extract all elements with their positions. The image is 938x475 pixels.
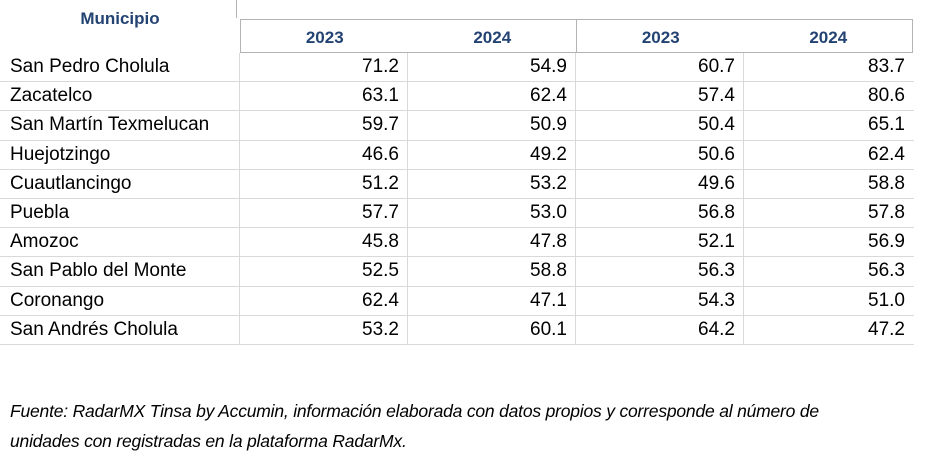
source-note-line-2: unidades con registradas en la plataform… — [10, 431, 407, 451]
municipio-column-header: Municipio — [80, 9, 160, 28]
column-header-2024-second: 2024 — [809, 28, 848, 47]
municipality-cell: San Pedro Cholula — [0, 53, 240, 82]
municipality-cell: San Andrés Cholula — [0, 315, 240, 344]
value-cell: 47.2 — [868, 318, 905, 340]
table-body: San Pedro Cholula 71.2 54.9 60.7 83.7 Zacatel… — [0, 53, 914, 345]
table-row: Cuautlancingo 51.2 53.2 49.6 58.8 — [0, 169, 914, 199]
value-cell: 56.3 — [868, 260, 905, 282]
value-cell: 60.7 — [576, 53, 744, 82]
value-cell: 52.5 — [240, 257, 408, 286]
value-cell: 71.2 — [240, 53, 408, 82]
value-cell: 58.8 — [408, 257, 576, 286]
value-cell: 50.6 — [576, 140, 744, 169]
municipality-cell: Huejotzingo — [0, 140, 240, 169]
value-cell: 45.8 — [240, 228, 408, 257]
value-cell: 80.6 — [868, 85, 905, 107]
value-cell: 57.7 — [240, 198, 408, 228]
column-header-2024-first: 2024 — [473, 28, 512, 47]
value-cell: 57.8 — [868, 202, 905, 224]
value-cell: 64.2 — [576, 315, 744, 344]
value-cell: 57.4 — [576, 82, 744, 111]
value-cell: 62.4 — [868, 143, 905, 165]
value-cell: 53.2 — [408, 169, 576, 198]
source-note: Fuente: RadarMX Tinsa by Accumin, inform… — [10, 396, 890, 456]
value-cell: 53.0 — [408, 198, 576, 228]
value-cell: 49.2 — [408, 140, 576, 169]
source-note-line-1: Fuente: RadarMX Tinsa by Accumin, inform… — [10, 401, 819, 421]
value-cell: 52.1 — [576, 228, 744, 257]
value-cell: 62.4 — [408, 82, 576, 111]
table-row: San Martín Texmelucan 59.7 50.9 50.4 65.1 — [0, 111, 914, 141]
value-cell: 50.9 — [408, 111, 576, 140]
value-cell: 53.2 — [240, 315, 408, 344]
table-row: San Andrés Cholula 53.2 60.1 64.2 47.2 — [0, 315, 914, 345]
value-cell: 50.4 — [576, 111, 744, 140]
value-cell: 46.6 — [240, 140, 408, 169]
year-header-row: 2023 2024 2023 2024 — [240, 19, 913, 53]
municipality-cell: San Martín Texmelucan — [0, 111, 240, 140]
table-row: Coronango 62.4 47.1 54.3 51.0 — [0, 286, 914, 316]
value-cell: 60.1 — [408, 315, 576, 344]
value-cell: 63.1 — [240, 82, 408, 111]
table-row: Amozoc 45.8 47.8 52.1 56.9 — [0, 228, 914, 258]
table-row: Zacatelco 63.1 62.4 57.4 80.6 — [0, 82, 914, 112]
value-cell: 51.2 — [240, 169, 408, 198]
top-border-stub — [236, 0, 237, 18]
value-cell: 83.7 — [868, 56, 905, 78]
value-cell: 58.8 — [868, 172, 905, 194]
municipality-cell: Cuautlancingo — [0, 169, 240, 198]
table-row: Huejotzingo 46.6 49.2 50.6 62.4 — [0, 140, 914, 170]
table-row: San Pedro Cholula 71.2 54.9 60.7 83.7 — [0, 53, 914, 83]
value-cell: 62.4 — [240, 286, 408, 315]
municipality-cell: Amozoc — [0, 228, 240, 257]
value-cell: 59.7 — [240, 111, 408, 140]
municipality-cell: Coronango — [0, 286, 240, 315]
column-header-2023-second: 2023 — [576, 20, 745, 52]
table-row: San Pablo del Monte 52.5 58.8 56.3 56.3 — [0, 257, 914, 287]
value-cell: 56.3 — [576, 257, 744, 286]
value-cell: 47.8 — [408, 228, 576, 257]
municipality-cell: Puebla — [0, 198, 240, 228]
value-cell: 65.1 — [868, 114, 905, 136]
municipality-cell: San Pablo del Monte — [0, 257, 240, 286]
value-cell: 56.8 — [576, 198, 744, 228]
value-cell: 47.1 — [408, 286, 576, 315]
value-cell: 54.9 — [408, 53, 576, 82]
value-cell: 54.3 — [576, 286, 744, 315]
value-cell: 51.0 — [868, 289, 905, 311]
table-row: Puebla 57.7 53.0 56.8 57.8 — [0, 198, 914, 229]
value-cell: 49.6 — [576, 169, 744, 198]
value-cell: 56.9 — [868, 231, 905, 253]
column-header-2023-first: 2023 — [305, 28, 344, 47]
municipality-cell: Zacatelco — [0, 82, 240, 111]
